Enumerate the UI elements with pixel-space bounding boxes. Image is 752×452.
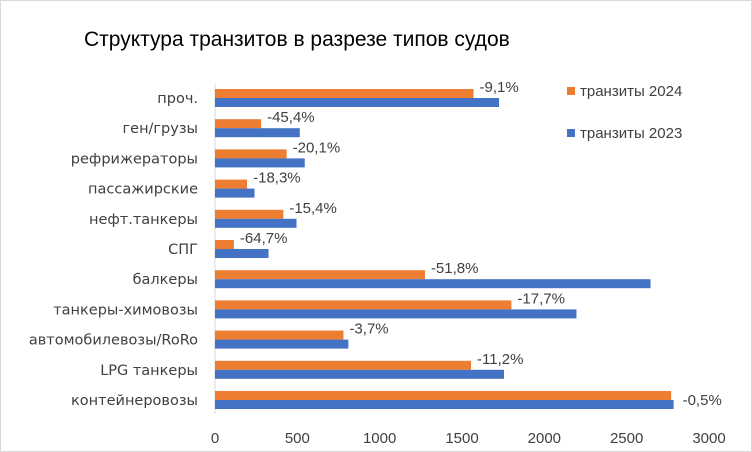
bar-2023	[215, 339, 349, 349]
bar-2023	[215, 98, 500, 107]
bar-2024	[215, 391, 672, 400]
bar-2023	[215, 369, 504, 379]
bar-2023	[215, 158, 305, 168]
bar-2023	[215, 400, 674, 409]
data-label: -0,5%	[683, 392, 722, 409]
data-label: -64,7%	[240, 230, 288, 247]
bar-2023	[215, 249, 269, 258]
category-label: проч.	[157, 91, 198, 107]
category-label: ген/грузы	[123, 121, 198, 137]
x-tick-label: 2000	[528, 430, 561, 447]
data-label: -18,3%	[253, 170, 301, 187]
bar-2023	[215, 188, 255, 198]
bar-2024	[215, 89, 474, 98]
bar-2024	[215, 240, 234, 249]
bar-2024	[215, 270, 425, 280]
bar-2024	[215, 300, 512, 310]
category-label: балкеры	[133, 272, 198, 288]
legend-label: транзиты 2023	[580, 125, 682, 142]
bar-2023	[215, 218, 297, 228]
bar-2023	[215, 128, 300, 138]
legend-swatch	[567, 129, 575, 137]
x-tick-label: 500	[285, 430, 310, 447]
bar-2024	[215, 179, 248, 189]
data-label: -9,1%	[480, 79, 519, 96]
data-label: -51,8%	[431, 260, 479, 277]
bar-2024	[215, 149, 287, 159]
bar-2024	[215, 330, 344, 340]
category-label: контейнеровозы	[71, 393, 198, 409]
category-label: нефт.танкеры	[89, 212, 198, 228]
bar-2024	[215, 360, 472, 370]
category-label: LPG танкеры	[100, 363, 198, 379]
x-tick-label: 0	[211, 430, 219, 447]
data-label: -3,7%	[349, 321, 388, 338]
data-label: -15,4%	[289, 200, 337, 217]
data-label: -11,2%	[477, 351, 523, 368]
x-tick-label: 1000	[363, 430, 396, 447]
chart-title: Структура транзитов в разрезе типов судо…	[84, 28, 510, 51]
legend-swatch	[567, 87, 575, 95]
category-label: пассажирские	[88, 182, 198, 198]
data-label: -45,4%	[267, 109, 315, 126]
x-tick-label: 2500	[610, 430, 643, 447]
category-label: автомобилевозы/RoRo	[29, 333, 198, 349]
bar-2023	[215, 279, 651, 289]
category-label: танкеры-химовозы	[53, 302, 198, 318]
category-label: рефрижераторы	[71, 151, 198, 167]
bar-2024	[215, 209, 284, 219]
bar-2023	[215, 309, 577, 319]
legend-label: транзиты 2024	[580, 83, 682, 100]
category-label: СПГ	[168, 242, 198, 258]
data-label: -17,7%	[517, 290, 565, 307]
x-tick-label: 1500	[445, 430, 478, 447]
bar-2024	[215, 119, 262, 129]
x-tick-label: 3000	[692, 430, 725, 447]
data-label: -20,1%	[293, 139, 341, 156]
